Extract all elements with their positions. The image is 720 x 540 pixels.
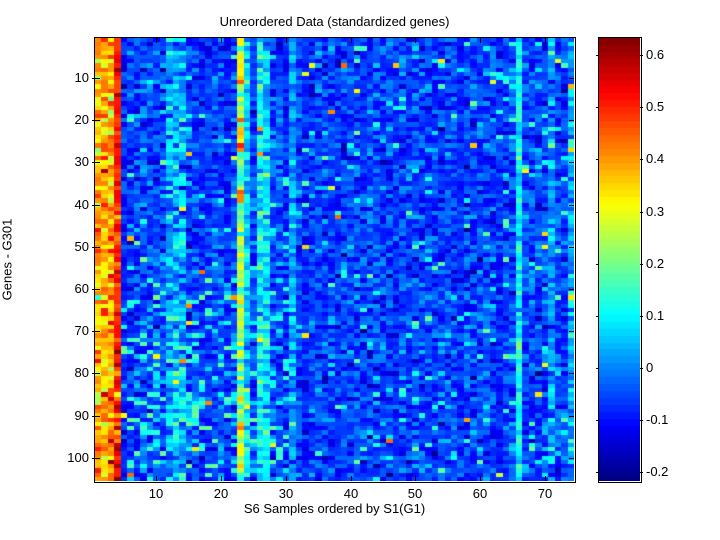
y-tick-mark bbox=[92, 247, 100, 248]
x-tick-mark-top bbox=[351, 38, 352, 43]
y-tick-mark bbox=[92, 373, 100, 374]
y-tick-mark bbox=[92, 416, 100, 417]
y-tick-mark-right bbox=[569, 247, 574, 248]
y-tick-mark bbox=[92, 331, 100, 332]
y-tick-mark-right bbox=[569, 373, 574, 374]
y-tick-mark bbox=[92, 289, 100, 290]
x-tick-label: 60 bbox=[472, 486, 488, 501]
y-tick-mark-right bbox=[569, 162, 574, 163]
x-tick-mark-top bbox=[156, 38, 157, 43]
y-tick-label: 40 bbox=[74, 197, 89, 212]
y-tick-mark-right bbox=[569, 331, 574, 332]
x-tick-mark bbox=[415, 476, 416, 481]
x-tick-mark bbox=[480, 476, 481, 481]
y-tick-mark-right bbox=[569, 416, 574, 417]
y-tick-mark bbox=[92, 205, 100, 206]
x-tick-mark-top bbox=[415, 38, 416, 43]
y-tick-mark bbox=[92, 78, 100, 79]
x-tick-label: 50 bbox=[407, 486, 423, 501]
x-tick-mark-top bbox=[480, 38, 481, 43]
y-tick-mark-right bbox=[569, 78, 574, 79]
colorbar-tick-label: 0.5 bbox=[646, 99, 665, 114]
y-tick-mark bbox=[92, 458, 100, 459]
colorbar-tick-label: -0.2 bbox=[646, 464, 669, 479]
y-tick-label: 30 bbox=[74, 154, 89, 169]
colorbar-tick-label: 0.3 bbox=[646, 204, 665, 219]
heatmap-image bbox=[95, 38, 574, 481]
y-axis-label: Genes - G301 bbox=[0, 218, 15, 301]
colorbar-tick-label: 0.1 bbox=[646, 308, 665, 323]
x-tick-label: 40 bbox=[343, 486, 359, 501]
y-tick-mark-right bbox=[569, 120, 574, 121]
colorbar-tick-label: 0.4 bbox=[646, 151, 665, 166]
y-tick-label: 100 bbox=[67, 450, 89, 465]
x-tick-mark bbox=[351, 476, 352, 481]
colorbar-tick-label: 0.2 bbox=[646, 256, 665, 271]
x-tick-mark bbox=[286, 476, 287, 481]
x-tick-label: 30 bbox=[278, 486, 294, 501]
x-tick-label: 20 bbox=[213, 486, 229, 501]
colorbar-tick-label: 0 bbox=[646, 360, 654, 375]
colorbar-tick-label: -0.1 bbox=[646, 412, 669, 427]
y-tick-label: 50 bbox=[74, 239, 89, 254]
x-tick-label: 10 bbox=[148, 486, 164, 501]
y-tick-label: 80 bbox=[74, 365, 89, 380]
x-tick-mark bbox=[156, 476, 157, 481]
chart-title: Unreordered Data (standardized genes) bbox=[219, 14, 450, 29]
y-tick-label: 90 bbox=[74, 408, 89, 423]
x-tick-mark-top bbox=[221, 38, 222, 43]
x-tick-mark-top bbox=[545, 38, 546, 43]
y-tick-mark-right bbox=[569, 205, 574, 206]
y-tick-label: 10 bbox=[74, 70, 89, 85]
x-tick-label: 70 bbox=[537, 486, 553, 501]
y-tick-label: 20 bbox=[74, 112, 89, 127]
y-tick-mark-right bbox=[569, 289, 574, 290]
x-tick-mark bbox=[221, 476, 222, 481]
colorbar-tick-label: 0.6 bbox=[646, 47, 665, 62]
y-tick-mark-right bbox=[569, 458, 574, 459]
y-tick-mark bbox=[92, 120, 100, 121]
x-axis-label: S6 Samples ordered by S1(G1) bbox=[243, 501, 426, 516]
colorbar bbox=[599, 38, 640, 481]
y-tick-mark bbox=[92, 162, 100, 163]
x-tick-mark-top bbox=[286, 38, 287, 43]
x-tick-mark bbox=[545, 476, 546, 481]
y-tick-label: 60 bbox=[74, 281, 89, 296]
y-tick-label: 70 bbox=[74, 323, 89, 338]
